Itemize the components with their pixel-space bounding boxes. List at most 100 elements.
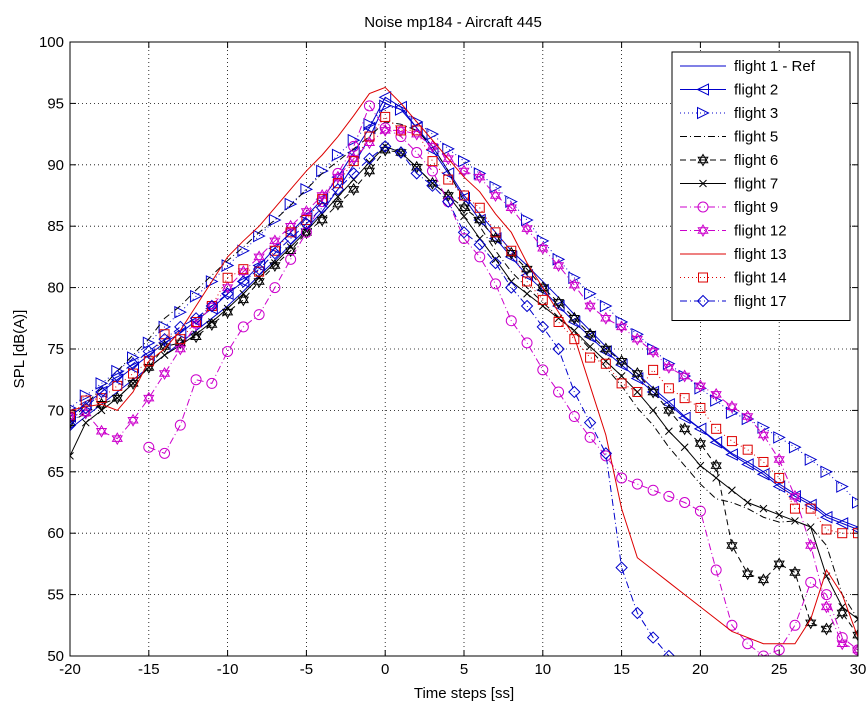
data-point-marker [696,294,710,308]
marker-triangle-down [474,173,486,184]
data-point-marker [757,573,770,587]
data-point-marker [113,394,122,402]
marker-triangle-up [411,160,423,171]
data-point-marker [680,443,689,452]
marker-triangle-up [127,376,139,387]
marker-triangle-down [285,247,297,258]
marker-triangle-down [584,302,596,313]
data-point-marker [835,517,849,530]
data-point-marker [490,227,501,238]
marker-triangle-up [143,391,155,402]
y-axis-label: SPL [dB(A)] [11,310,28,389]
data-point-marker [316,188,328,203]
data-point-marker [491,255,500,264]
data-point-marker [665,427,673,436]
data-point-marker [143,391,155,405]
marker-triangle-down [742,413,754,424]
data-point-marker [206,377,218,389]
data-point-marker [789,565,801,579]
data-point-marker [95,385,108,399]
marker-triangle-down [789,569,801,579]
marker-triangle-up [300,204,313,215]
data-point-marker [427,156,438,167]
data-point-marker [253,250,265,264]
marker-triangle-up [836,606,848,617]
data-point-marker [459,190,469,201]
marker-triangle-up [773,557,785,568]
legend: flight 1 - Ref flight 2 flight 3 flight 5 fl… [671,51,851,321]
data-point-marker [568,278,580,292]
marker-triangle-down [679,425,691,436]
data-point-marker [791,517,799,525]
marker-triangle-up [442,152,454,162]
marker-triangle-down [710,391,722,401]
marker-triangle-up [663,360,675,371]
data-point-marker [347,133,361,147]
chart-title: Noise mp184 - Aircraft 445 [364,14,542,31]
data-point-marker [189,312,203,325]
data-point-marker [663,490,675,502]
data-point-marker [410,167,423,180]
data-point-marker [505,195,518,208]
legend-entry: flight 14 [680,270,787,287]
marker-triangle-down [316,192,328,203]
y-tick-label: 70 [47,402,64,419]
data-point-marker [269,245,280,256]
data-point-marker [741,458,754,471]
data-point-marker [853,528,858,539]
data-point-marker [239,289,248,298]
data-point-marker [520,299,534,313]
data-point-marker [127,376,139,390]
data-point-marker [521,222,533,236]
data-point-marker [191,316,202,327]
legend-label: flight 1 - Ref [734,58,816,75]
data-point-marker [126,361,140,374]
data-point-marker [443,174,454,185]
marker-triangle-down [615,323,628,334]
data-point-marker [207,318,216,326]
data-point-marker [286,243,295,251]
data-point-marker [523,289,531,298]
data-point-marker [80,395,91,406]
marker-triangle-down [332,200,344,211]
marker-triangle-up [537,241,549,252]
data-point-marker [127,413,139,427]
marker-triangle-down [127,380,139,390]
data-point-marker [347,167,360,180]
marker-triangle-down [647,388,659,399]
data-point-marker [617,372,626,380]
data-point-marker [836,480,849,493]
marker-triangle-up [710,459,722,469]
data-point-marker [695,402,706,413]
data-point-marker [742,638,754,650]
marker-triangle-down [80,409,92,420]
marker-triangle-down [568,315,580,325]
series-9 [70,86,858,645]
data-point-marker [631,478,643,490]
data-point-marker [379,99,392,113]
data-point-marker [693,422,707,436]
data-point-marker [442,152,454,166]
marker-triangle-down [697,227,709,238]
y-tick-label: 75 [47,341,64,358]
marker-triangle-down [269,237,281,248]
data-point-marker [789,619,801,631]
data-point-marker [836,637,848,651]
data-point-marker [852,644,858,656]
series-line [70,116,858,534]
marker-triangle-up [710,387,722,398]
data-point-marker [631,332,643,346]
data-point-marker [773,557,785,571]
data-point-marker [568,311,580,325]
marker-triangle-up [505,201,517,212]
data-point-marker [537,364,549,376]
marker-triangle-down [363,139,376,150]
data-point-marker [331,183,345,196]
data-point-marker [271,259,279,267]
series-11 [70,140,676,656]
marker-triangle-down [253,253,265,264]
marker-triangle-up [269,258,281,269]
data-point-marker [238,264,249,275]
marker-triangle-down [568,281,580,292]
data-point-marker [160,351,169,359]
